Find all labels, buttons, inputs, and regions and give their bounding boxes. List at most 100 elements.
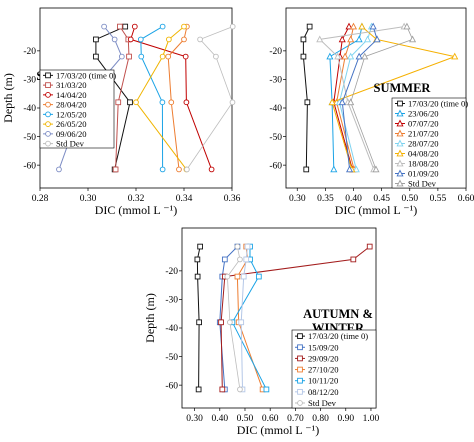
data-point: [326, 52, 334, 60]
data-point: [159, 99, 166, 106]
series-5: [137, 23, 166, 173]
legend-label: 28/04/20: [56, 100, 87, 110]
data-point: [118, 53, 125, 60]
legend-label: 17/03/20 (time 0): [408, 99, 468, 109]
data-point: [224, 273, 231, 280]
y-tick-label: -20: [165, 267, 178, 277]
data-point: [122, 23, 129, 30]
data-point: [300, 36, 307, 43]
data-point: [218, 319, 224, 326]
data-point: [229, 99, 236, 106]
data-point: [352, 165, 360, 173]
legend-label: 27/10/20: [308, 365, 339, 375]
plot-frame: [181, 227, 377, 409]
data-point: [229, 23, 236, 30]
panel-1: 0.28 0.30 0.32 0.34 0.36 -60 -50 -40 -30 -20 Depth…: [1, 7, 241, 217]
data-point: [347, 35, 355, 43]
data-point: [197, 36, 203, 43]
series-2: [216, 243, 241, 393]
legend-marker: [396, 139, 404, 147]
series-3: [127, 23, 215, 173]
data-point: [366, 243, 373, 250]
data-point: [133, 99, 139, 106]
legend-label: 17/03/20 (time 0): [308, 331, 368, 341]
x-tick-label: 0.30: [80, 194, 97, 204]
series-8: [338, 22, 381, 173]
x-tick-label: 0.90: [337, 414, 354, 424]
legend-label: 09/06/20: [56, 129, 87, 139]
legend-box: [291, 329, 377, 409]
legend-label: 21/07/20: [408, 129, 439, 139]
series-line: [196, 246, 201, 390]
x-tick-label: 0.60: [262, 414, 279, 424]
data-point: [234, 273, 241, 280]
data-point: [372, 165, 380, 173]
panel-title: AUTUMN &: [303, 307, 373, 321]
x-tick-label: 0.36: [224, 194, 241, 204]
data-point: [131, 23, 138, 30]
data-point: [111, 36, 118, 43]
data-point: [183, 99, 190, 106]
x-axis-label: DIC (mmol L ⁻¹): [237, 423, 319, 437]
legend-label: 23/06/20: [408, 109, 439, 119]
legend-marker: [297, 388, 303, 395]
legend-label: 28/07/20: [408, 139, 439, 149]
data-point: [451, 52, 459, 60]
data-point: [358, 22, 366, 30]
x-tick-label: 0.30: [289, 194, 306, 204]
data-point: [237, 386, 243, 393]
y-tick-label: -60: [269, 161, 282, 171]
data-point: [334, 52, 342, 60]
data-point: [263, 386, 270, 393]
data-point: [369, 22, 377, 30]
data-point: [93, 36, 99, 43]
data-point: [361, 52, 369, 60]
series-line: [231, 246, 267, 390]
data-point: [303, 166, 310, 173]
series-line: [302, 26, 311, 170]
data-point: [194, 256, 201, 263]
data-point: [194, 273, 201, 280]
legend-marker: [396, 159, 404, 167]
data-point: [221, 256, 228, 263]
data-point: [346, 165, 354, 173]
series-6: [133, 23, 190, 173]
series-7: [224, 243, 243, 393]
series-8: [184, 23, 236, 173]
data-point: [117, 23, 123, 30]
legend-marker: [45, 131, 51, 137]
series-9: [347, 22, 417, 173]
y-tick-label: -30: [165, 296, 178, 306]
data-point: [355, 52, 363, 60]
data-point: [355, 35, 363, 43]
x-tick-label: 0.70: [287, 414, 304, 424]
legend-marker: [45, 140, 51, 147]
legend-label: 12/05/20: [56, 109, 87, 119]
legend-label: 29/09/20: [308, 353, 339, 363]
data-point: [341, 52, 349, 60]
data-point: [300, 53, 307, 60]
series-line: [167, 26, 188, 170]
panel-3: 0.30 0.40 0.50 0.60 0.70 0.80 0.90 1.00 -60 -50 -4…: [143, 227, 380, 437]
data-point: [347, 52, 355, 60]
data-point: [364, 35, 372, 43]
data-point: [112, 166, 119, 173]
data-point: [168, 99, 175, 106]
legend-label: Std Dev: [408, 179, 437, 189]
data-point: [137, 36, 144, 43]
legend-marker: [297, 355, 303, 362]
y-axis-label: Depth (m): [1, 73, 15, 123]
y-axis-label: Depth (m): [143, 293, 157, 343]
y-tick-label: -50: [165, 353, 178, 363]
x-tick-label: 0.50: [237, 414, 254, 424]
y-tick-label: -40: [269, 104, 282, 114]
data-point: [196, 319, 202, 326]
data-point: [255, 273, 262, 280]
data-point: [409, 35, 417, 43]
data-point: [115, 99, 122, 106]
series-6: [238, 243, 251, 393]
data-point: [244, 243, 251, 250]
y-tick-label: -20: [23, 47, 36, 57]
legend-marker: [396, 149, 404, 157]
